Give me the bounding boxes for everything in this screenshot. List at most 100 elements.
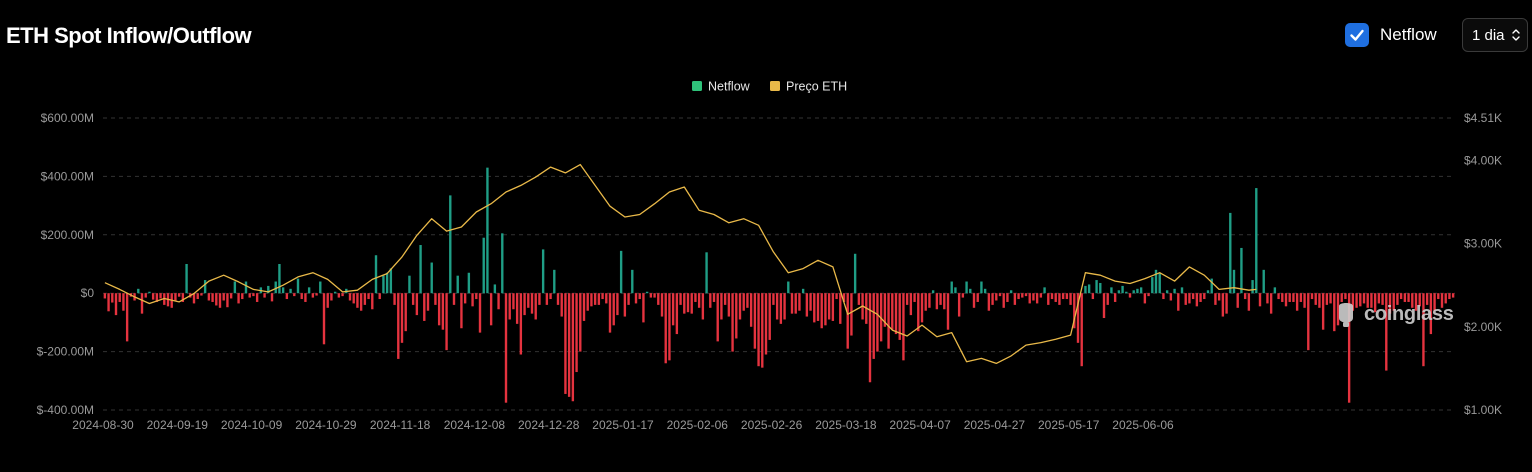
netflow-bar [712, 293, 716, 302]
x-tick-label: 2024-08-30 [72, 418, 134, 432]
netflow-bar [382, 275, 385, 294]
netflow-bar [891, 293, 894, 330]
netflow-bar [304, 293, 307, 302]
netflow-bar [1151, 277, 1154, 294]
netflow-bar [1314, 293, 1317, 305]
netflow-bar [1084, 285, 1087, 294]
netflow-bar [385, 272, 389, 294]
netflow-bar [564, 293, 567, 394]
page-title: ETH Spot Inflow/Outflow [6, 23, 252, 48]
netflow-bar [1422, 293, 1425, 367]
netflow-bar [998, 293, 1002, 297]
netflow-bar [917, 293, 920, 332]
netflow-bar [263, 293, 266, 298]
netflow-bar [1091, 293, 1095, 300]
netflow-bar [523, 293, 526, 316]
netflow-bar [1396, 293, 1399, 305]
netflow-bar [720, 293, 723, 320]
netflow-bar [1451, 293, 1455, 298]
netflow-bar [1418, 293, 1421, 307]
netflow-bar [1243, 293, 1247, 300]
netflow-bar [1370, 293, 1373, 308]
netflow-bar [735, 293, 738, 339]
x-tick-label: 2025-03-18 [815, 418, 877, 432]
netflow-bar [348, 293, 352, 301]
netflow-bar [1255, 188, 1258, 294]
netflow-bar [1002, 293, 1005, 308]
netflow-bar [954, 287, 957, 294]
netflow-bar [125, 293, 129, 342]
netflow-bar [701, 293, 705, 320]
netflow-bar [319, 281, 322, 294]
netflow-bar [389, 268, 393, 294]
netflow-bar [233, 281, 237, 294]
netflow-bar [504, 293, 508, 403]
netflow-bar [931, 290, 935, 294]
netflow-bar [950, 281, 953, 294]
netflow-bar [883, 293, 887, 327]
period-select[interactable]: 1 dia [1462, 18, 1528, 52]
netflow-bar [1288, 293, 1291, 302]
coinglass-logo-icon [1339, 303, 1353, 327]
netflow-bar [868, 293, 872, 383]
netflow-bar [445, 293, 448, 351]
netflow-bar [330, 293, 333, 301]
netflow-bar [879, 293, 883, 342]
netflow-bar [1021, 293, 1024, 298]
netflow-bar [597, 293, 601, 305]
netflow-bar [111, 293, 114, 303]
netflow-bar [1258, 293, 1262, 307]
netflow-bar [415, 293, 419, 316]
netflow-bar [827, 293, 831, 320]
netflow-bar [1273, 287, 1277, 294]
netflow-bar [813, 293, 816, 323]
netflow-bar [226, 293, 229, 308]
netflow-bar [322, 293, 326, 345]
netflow-bar [898, 293, 901, 340]
netflow-bar [307, 287, 311, 294]
netflow-bar [185, 264, 188, 294]
netflow-bar [809, 293, 812, 311]
netflow-bar [653, 293, 656, 298]
netflow-bar [1355, 293, 1358, 308]
x-tick-label: 2024-09-19 [147, 418, 209, 432]
netflow-bar [783, 293, 786, 320]
netflow-bar [909, 293, 913, 316]
netflow-bar [118, 293, 121, 302]
netflow-bar [657, 293, 660, 305]
netflow-bar [816, 293, 820, 321]
chart-legend[interactable]: Netflow Preço ETH [692, 80, 847, 94]
netflow-bar [872, 293, 875, 359]
netflow-bar [1292, 293, 1295, 302]
netflow-checkbox[interactable] [1345, 23, 1369, 47]
netflow-bar [623, 293, 627, 317]
netflow-bar [1132, 290, 1135, 294]
netflow-bar [512, 293, 515, 310]
netflow-bar [694, 293, 697, 302]
watermark: coinglass [1334, 300, 1454, 328]
netflow-bar [293, 293, 296, 297]
netflow-bar [972, 293, 976, 308]
axes: $600.00M $400.00M $200.00M $0 $-200.00M $-400… [37, 111, 1502, 432]
netflow-bar [1229, 212, 1232, 294]
netflow-bar [538, 293, 541, 305]
netflow-bar [311, 293, 315, 298]
netflow-bar [159, 293, 162, 299]
netflow-bar [527, 293, 530, 308]
netflow-bar [371, 293, 374, 310]
netflow-bar [482, 237, 485, 294]
netflow-bar [1087, 284, 1091, 294]
netflow-bar [177, 293, 181, 297]
netflow-bars [103, 167, 1455, 403]
netflow-bar [437, 293, 441, 326]
y-right-tick-label: $4.00K [1464, 153, 1502, 167]
netflow-bar [1321, 293, 1325, 330]
netflow-bar [281, 287, 285, 294]
netflow-bar [749, 293, 753, 327]
netflow-bar [489, 293, 493, 326]
netflow-bar [244, 281, 248, 294]
netflow-bar [1028, 293, 1031, 304]
netflow-bar [1073, 293, 1076, 329]
netflow-toggle-label[interactable]: Netflow [1380, 25, 1437, 44]
